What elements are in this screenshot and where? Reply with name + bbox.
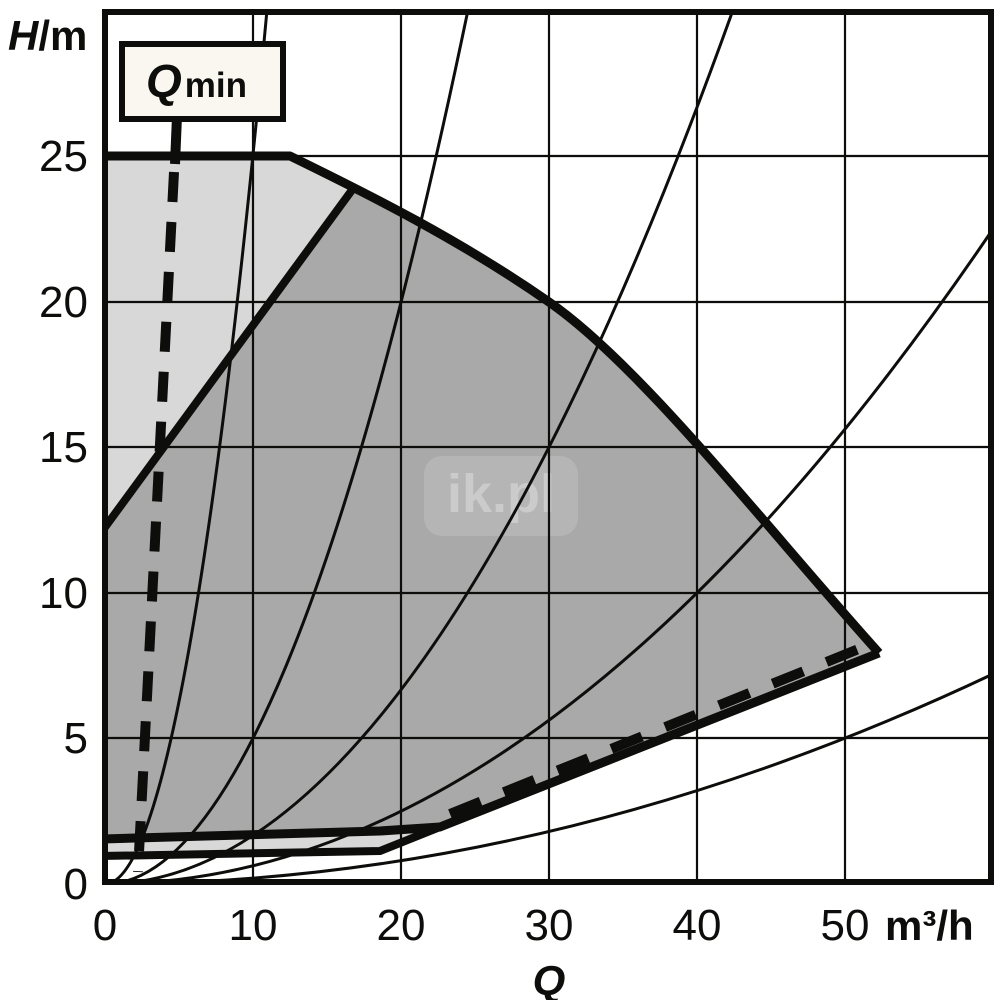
qmin-label-main: Q: [146, 55, 182, 107]
envelope-fills: [107, 156, 879, 856]
x-axis-title: Q: [533, 957, 566, 1000]
min-speed-dashed-line: [448, 641, 868, 819]
x-tick-20: 20: [377, 901, 426, 950]
inner-envelope-region: [107, 190, 879, 839]
y-axis-title-symbol: H: [8, 12, 40, 59]
x-tick-30: 30: [525, 901, 574, 950]
max-speed-curve: [107, 151, 883, 657]
system-curve-k025: [107, 14, 269, 882]
qmin-line-group: [133, 115, 182, 873]
y-tick-20: 20: [39, 278, 88, 327]
y-tick-0: 0: [64, 860, 88, 909]
x-axis-unit: m³/h: [885, 902, 974, 949]
watermark: ik.pl: [424, 456, 578, 536]
qmin-label-sub: min: [185, 66, 247, 105]
system-curve-k005: [111, 14, 469, 882]
watermark-backdrop: [424, 456, 578, 536]
x-tick-10: 10: [229, 901, 278, 950]
qmin-label: Qmin: [146, 55, 247, 107]
x-tick-40: 40: [673, 901, 722, 950]
x-tick-50: 50: [821, 901, 870, 950]
qmin-dashed-line: [133, 171, 179, 873]
y-tick-10: 10: [39, 569, 88, 618]
outer-lower-boundary: [107, 823, 442, 860]
y-axis-title: H/m: [8, 12, 87, 59]
y-axis-labels: H/m 25 20 15 10 5 0: [8, 12, 88, 909]
qmin-box-background: [119, 41, 286, 122]
watermark-label: ik.pl: [447, 464, 555, 524]
system-curve-k0017: [117, 14, 734, 882]
system-curves: [107, 14, 991, 882]
plot-frame: [102, 9, 994, 885]
x-tick-0: 0: [93, 901, 117, 950]
x-axis-labels: 0 10 20 30 40 50 m³/h Q: [93, 901, 974, 1000]
y-tick-5: 5: [64, 714, 88, 763]
y-axis-title-unit: /m: [38, 12, 87, 59]
inner-lower-boundary: [107, 648, 881, 844]
inner-upper-left-boundary: [107, 187, 356, 532]
qmin-connector-line: [170, 115, 182, 165]
system-curve-k00063: [128, 229, 991, 882]
y-tick-15: 15: [39, 423, 88, 472]
y-tick-25: 25: [39, 132, 88, 181]
envelope-boundaries: [107, 151, 883, 860]
qmin-label-box: Qmin: [119, 41, 286, 122]
